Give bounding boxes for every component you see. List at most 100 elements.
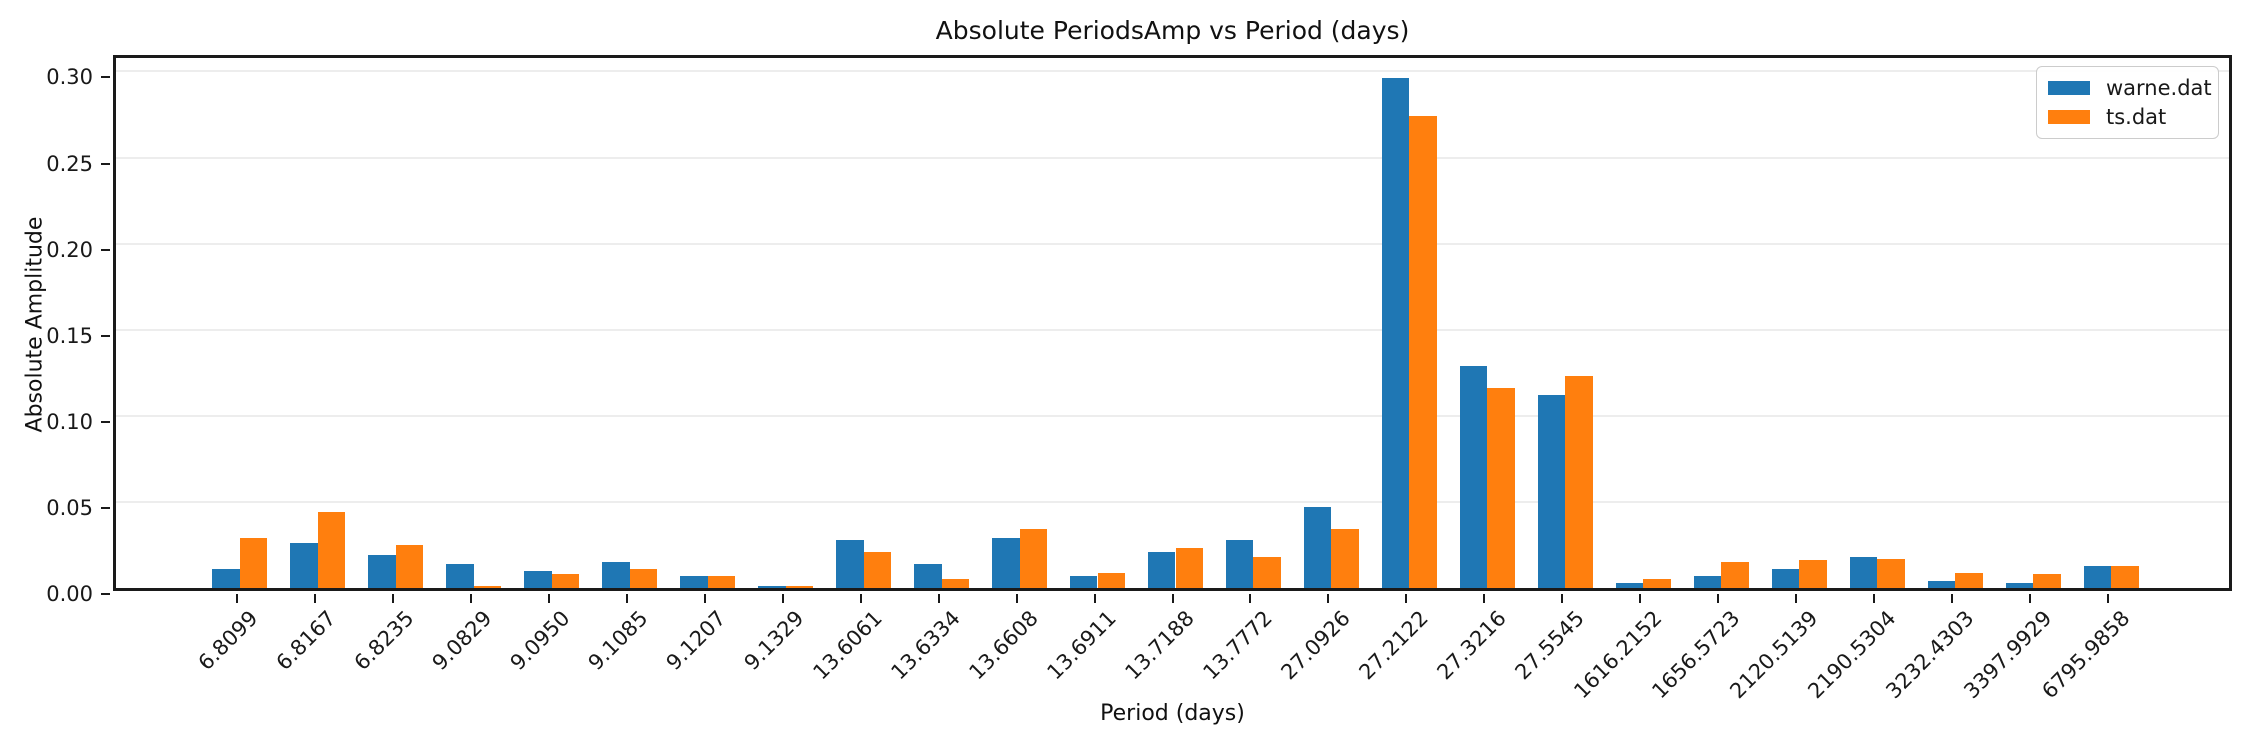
- gridline-0.30: [116, 70, 2229, 73]
- x-tick-label: 9.1085: [583, 606, 653, 675]
- x-tick-label: 13.6911: [1042, 606, 1121, 685]
- x-tick-mark: [1639, 594, 1642, 603]
- x-tick-mark: [1951, 594, 1954, 603]
- bar-ts-3397.9929: [2033, 574, 2061, 588]
- bar-ts-13.6608: [1019, 529, 1047, 588]
- legend-swatch-warne: [2048, 81, 2090, 95]
- bar-ts-13.6911: [1097, 572, 1125, 588]
- legend-entry-warne: warne.dat: [2048, 76, 2212, 100]
- x-tick-mark: [625, 594, 628, 603]
- x-tick-mark: [469, 594, 472, 603]
- bar-warne-6.8099: [212, 569, 240, 588]
- y-tick-mark: [101, 506, 110, 509]
- bar-warne-3232.4303: [1928, 581, 1956, 588]
- bar-warne-1656.5723: [1694, 575, 1722, 588]
- x-tick-label: 6.8235: [349, 606, 419, 675]
- bar-ts-27.3216: [1487, 388, 1515, 588]
- bar-ts-13.6334: [941, 579, 969, 588]
- x-tick-label: 13.6334: [886, 606, 965, 685]
- bar-warne-27.2122: [1382, 78, 1410, 588]
- x-tick-mark: [1327, 594, 1330, 603]
- bar-ts-9.0829: [473, 586, 501, 588]
- y-tick-mark: [101, 420, 110, 423]
- y-tick-label: 0.10: [46, 409, 93, 434]
- bar-ts-13.6061: [863, 551, 891, 588]
- x-tick-mark: [1717, 594, 1720, 603]
- x-tick-label: 9.0829: [427, 606, 497, 675]
- gridline-0.05: [116, 500, 2229, 503]
- x-tick-label: 13.6061: [808, 606, 887, 685]
- bar-ts-1656.5723: [1721, 562, 1749, 588]
- gridline-0.10: [116, 414, 2229, 417]
- x-tick-label: 27.0926: [1276, 606, 1355, 685]
- bar-warne-6.8167: [290, 543, 318, 588]
- x-tick-label: 27.2122: [1354, 606, 1433, 685]
- legend: warne.dat ts.dat: [2036, 66, 2219, 139]
- bar-ts-9.1207: [707, 575, 735, 588]
- bar-warne-9.1085: [602, 562, 630, 588]
- y-tick-label: 0.00: [46, 582, 93, 606]
- bar-ts-13.7188: [1175, 548, 1203, 588]
- bar-ts-9.1329: [785, 586, 813, 588]
- chart-title: Absolute PeriodsAmp vs Period (days): [935, 16, 1410, 45]
- legend-entry-ts: ts.dat: [2048, 105, 2206, 129]
- x-tick-label: 6.8099: [193, 606, 263, 675]
- bar-warne-27.3216: [1460, 365, 1488, 588]
- bar-warne-9.1207: [680, 575, 708, 588]
- y-tick-label: 0.15: [46, 323, 93, 348]
- bar-warne-27.5545: [1538, 395, 1566, 588]
- gridline-0.25: [116, 156, 2229, 159]
- x-tick-label: 9.1329: [739, 606, 809, 675]
- bar-ts-6795.9858: [2111, 565, 2139, 588]
- x-tick-mark: [1483, 594, 1486, 603]
- legend-swatch-ts: [2048, 110, 2090, 124]
- bar-warne-27.0926: [1304, 507, 1332, 588]
- x-axis-title: Period (days): [1100, 701, 1245, 726]
- legend-label-warne: warne.dat: [2106, 75, 2212, 100]
- bar-warne-3397.9929: [2006, 582, 2034, 588]
- bar-ts-27.5545: [1565, 376, 1593, 588]
- y-tick-label: 0.30: [46, 65, 93, 90]
- x-tick-mark: [781, 594, 784, 603]
- x-tick-label: 9.1207: [661, 606, 731, 675]
- x-tick-mark: [703, 594, 706, 603]
- x-tick-mark: [1795, 594, 1798, 603]
- bar-warne-13.6061: [836, 539, 864, 588]
- gridline-0.15: [116, 328, 2229, 331]
- x-tick-mark: [1561, 594, 1564, 603]
- bar-ts-27.2122: [1409, 116, 1437, 588]
- bar-warne-6.8235: [368, 555, 396, 588]
- bar-warne-13.6334: [914, 563, 942, 588]
- x-tick-label: 13.7188: [1120, 606, 1199, 685]
- legend-label-ts: ts.dat: [2106, 104, 2167, 129]
- y-tick-label: 0.05: [46, 495, 93, 520]
- bar-ts-6.8167: [317, 512, 345, 588]
- x-tick-mark: [2029, 594, 2032, 603]
- x-tick-mark: [235, 594, 238, 603]
- bar-warne-1616.2152: [1616, 582, 1644, 588]
- x-tick-label: 9.0950: [505, 606, 575, 675]
- y-axis-title: Absolute Amplitude: [22, 216, 48, 433]
- x-tick-mark: [2107, 594, 2110, 603]
- y-tick-mark: [101, 76, 110, 79]
- bar-warne-9.0829: [446, 563, 474, 588]
- bar-warne-2120.5139: [1772, 569, 1800, 588]
- bar-warne-13.6911: [1070, 575, 1098, 588]
- bar-ts-9.0950: [551, 574, 579, 588]
- bar-warne-2190.5304: [1850, 557, 1878, 588]
- y-tick-label: 0.20: [46, 237, 93, 262]
- bar-warne-9.1329: [758, 586, 786, 588]
- y-tick-label: 0.25: [46, 151, 93, 176]
- bar-warne-13.6608: [992, 538, 1020, 588]
- x-tick-mark: [1249, 594, 1252, 603]
- y-tick-mark: [101, 248, 110, 251]
- bar-ts-1616.2152: [1643, 579, 1671, 588]
- y-tick-mark: [101, 162, 110, 165]
- bar-ts-27.0926: [1331, 529, 1359, 588]
- bar-ts-13.7772: [1253, 557, 1281, 588]
- y-tick-mark: [101, 334, 110, 337]
- x-tick-mark: [1873, 594, 1876, 603]
- gridline-0.20: [116, 242, 2229, 245]
- x-tick-mark: [547, 594, 550, 603]
